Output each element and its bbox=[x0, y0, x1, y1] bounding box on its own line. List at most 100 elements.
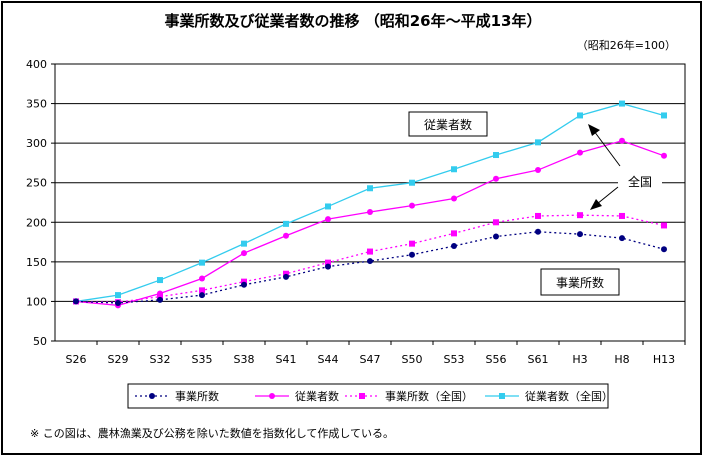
data-point bbox=[157, 296, 163, 303]
data-point bbox=[493, 152, 499, 159]
series-line bbox=[75, 231, 665, 304]
national-arrow-up bbox=[593, 130, 621, 167]
data-point bbox=[367, 258, 373, 265]
x-tick-label: S44 bbox=[318, 353, 339, 366]
employees-label-box bbox=[408, 111, 488, 137]
data-point bbox=[325, 259, 331, 266]
data-point bbox=[325, 263, 331, 270]
y-tick-label: 300 bbox=[26, 137, 47, 150]
legend-box bbox=[127, 383, 609, 409]
data-point bbox=[241, 278, 247, 285]
data-point bbox=[409, 240, 415, 247]
data-point bbox=[451, 243, 457, 250]
data-point bbox=[283, 232, 289, 239]
data-point bbox=[283, 270, 289, 277]
chart-subtitle: （昭和26年=100） bbox=[577, 38, 676, 52]
national-arrow-down-head bbox=[590, 199, 602, 210]
x-tick-label: S26 bbox=[66, 353, 87, 366]
national-arrow-up-head bbox=[588, 124, 600, 136]
employees-label: 従業者数 bbox=[424, 117, 472, 132]
data-point bbox=[409, 251, 415, 258]
legend-label: 事業所数（全国） bbox=[385, 389, 473, 403]
y-tick-label: 200 bbox=[26, 216, 47, 229]
data-point bbox=[367, 208, 373, 215]
y-axis-ticks: 50 100 150 200 250 300 350 400 bbox=[26, 58, 55, 348]
x-tick-label: S38 bbox=[234, 353, 255, 366]
data-point bbox=[73, 298, 79, 305]
data-point bbox=[157, 277, 163, 284]
data-point bbox=[451, 166, 457, 173]
x-tick-label: H8 bbox=[614, 353, 629, 366]
x-tick-label: S53 bbox=[444, 353, 465, 366]
x-tick-label: S29 bbox=[108, 353, 129, 366]
y-tick-label: 400 bbox=[26, 58, 47, 71]
data-point bbox=[367, 248, 373, 255]
legend-label: 従業者数 bbox=[295, 390, 339, 403]
x-tick-label: S47 bbox=[360, 353, 381, 366]
x-tick-label: S61 bbox=[528, 353, 549, 366]
legend-label: 事業所数 bbox=[175, 390, 219, 403]
data-point bbox=[199, 275, 205, 282]
data-point bbox=[619, 235, 625, 242]
data-point bbox=[325, 216, 331, 223]
data-point bbox=[241, 240, 247, 247]
data-point bbox=[451, 195, 457, 202]
data-point bbox=[535, 139, 541, 146]
x-tick-label: S35 bbox=[192, 353, 213, 366]
data-point bbox=[157, 290, 163, 297]
data-point bbox=[115, 292, 121, 299]
national-label: 全国 bbox=[628, 174, 652, 189]
chart-title: 事業所数及び従業者数の推移 （昭和26年～平成13年） bbox=[165, 12, 542, 30]
data-point bbox=[409, 202, 415, 209]
establishments-label: 事業所数 bbox=[556, 275, 604, 290]
data-point bbox=[199, 292, 205, 299]
national-label-bg bbox=[618, 172, 662, 190]
legend-item: 事業所数 bbox=[135, 390, 219, 403]
legend: 事業所数 従業者数 事業所数（全国） 従業者数（全国） bbox=[135, 389, 613, 403]
data-point bbox=[661, 246, 667, 253]
establishments-label-box bbox=[540, 268, 620, 296]
series-4 bbox=[73, 100, 667, 305]
y-tick-label: 100 bbox=[26, 295, 47, 308]
data-point bbox=[661, 112, 667, 119]
data-point bbox=[325, 203, 331, 210]
legend-swatch-marker bbox=[359, 393, 365, 399]
x-tick-label: H3 bbox=[572, 353, 587, 366]
grid-lines bbox=[55, 103, 685, 302]
data-point bbox=[619, 212, 625, 219]
data-point bbox=[367, 185, 373, 192]
data-point bbox=[493, 175, 499, 182]
data-point bbox=[661, 152, 667, 159]
y-tick-label: 150 bbox=[26, 256, 47, 269]
data-point bbox=[241, 250, 247, 257]
data-point bbox=[199, 259, 205, 266]
data-point bbox=[157, 293, 163, 300]
footnote: ※ この図は、農林漁業及び公務を除いた数値を指数化して作成している。 bbox=[30, 426, 394, 440]
legend-swatch-marker bbox=[269, 393, 275, 399]
data-point bbox=[241, 281, 247, 288]
series-layer bbox=[73, 100, 667, 309]
y-tick-label: 350 bbox=[26, 98, 47, 111]
y-tick-label: 250 bbox=[26, 177, 47, 190]
x-tick-label: S50 bbox=[402, 353, 423, 366]
plot-area bbox=[54, 63, 686, 342]
legend-swatch-marker bbox=[149, 393, 155, 399]
legend-item: 事業所数（全国） bbox=[345, 389, 473, 403]
x-tick-label: S56 bbox=[486, 353, 507, 366]
data-point bbox=[283, 220, 289, 227]
data-point bbox=[409, 179, 415, 186]
y-tick-label: 50 bbox=[33, 335, 47, 348]
data-point bbox=[535, 167, 541, 174]
data-point bbox=[619, 100, 625, 107]
data-point bbox=[577, 212, 583, 219]
data-point bbox=[451, 230, 457, 237]
series-1 bbox=[73, 228, 667, 307]
data-point bbox=[283, 273, 289, 280]
data-point bbox=[661, 222, 667, 229]
data-point bbox=[115, 300, 121, 307]
legend-swatch-marker bbox=[499, 393, 505, 399]
national-arrow-down bbox=[596, 186, 619, 205]
data-point bbox=[619, 137, 625, 144]
